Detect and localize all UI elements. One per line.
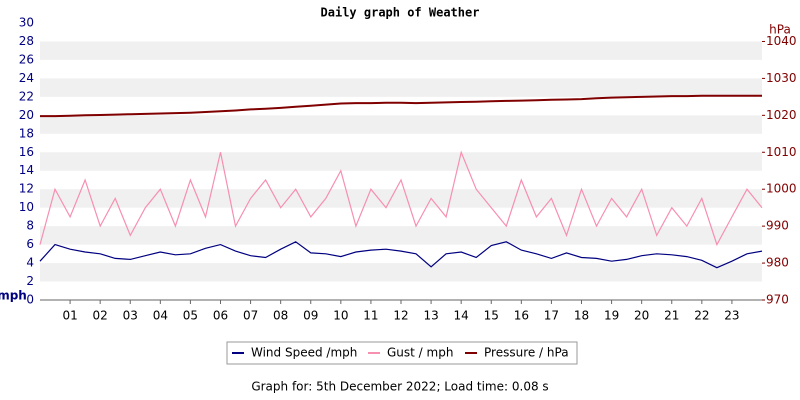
footer: Graph for: 5th December 2022; Load time:… (251, 380, 548, 394)
y-tick-label: 22 (19, 89, 34, 103)
x-tick-label: 23 (724, 309, 739, 323)
y-tick-label: 12 (19, 182, 34, 196)
x-tick-label: 20 (634, 309, 649, 323)
x-tick-label: 18 (574, 309, 589, 323)
legend-label: Wind Speed /mph (251, 346, 357, 360)
grid-band (40, 78, 762, 97)
x-tick-label: 16 (514, 309, 529, 323)
legend-label: Gust / mph (387, 346, 453, 360)
series-line (39, 150, 763, 247)
y2-tick-label: 1030 (766, 71, 797, 85)
y2-axis-label: hPa (769, 23, 791, 37)
chart-title: Daily graph of Weather (321, 6, 480, 20)
y-tick-label: 20 (19, 108, 34, 122)
y-tick-label: 30 (19, 16, 34, 30)
grid-band (40, 263, 762, 282)
y2-tick-label: 1020 (766, 108, 797, 122)
y2-tick-label: 1010 (766, 145, 797, 159)
x-tick-label: 02 (93, 309, 108, 323)
y-tick-label: 6 (26, 237, 34, 251)
legend-box (226, 341, 578, 365)
x-tick-label: 09 (303, 309, 318, 323)
x-tick-label: 06 (213, 309, 228, 323)
legend-label: Pressure / hPa (484, 346, 569, 360)
x-tick-label: 12 (393, 309, 408, 323)
x-tick-label: 08 (273, 309, 288, 323)
y-tick-label: 2 (26, 274, 34, 288)
x-tick-label: 10 (333, 309, 348, 323)
x-tick-label: 05 (183, 309, 198, 323)
x-tick-label: 22 (694, 309, 709, 323)
y-tick-label: 10 (19, 200, 34, 214)
y2-tick-label: 990 (766, 219, 789, 233)
series-line (40, 94, 762, 118)
y-tick-label: 0 (26, 293, 34, 307)
x-tick-label: 21 (664, 309, 679, 323)
y-tick-label: 26 (19, 52, 34, 66)
y2-tick-label: 980 (766, 256, 789, 270)
x-tick-label: 07 (243, 309, 258, 323)
y-tick-label: 24 (19, 71, 34, 85)
y-tick-label: 16 (19, 145, 34, 159)
x-tick-label: 03 (123, 309, 138, 323)
y-tick-label: 8 (26, 219, 34, 233)
x-tick-label: 11 (363, 309, 378, 323)
y-tick-label: 28 (19, 34, 34, 48)
y2-tick-label: 1040 (766, 34, 797, 48)
y-tick-label: 14 (19, 163, 34, 177)
grid-band (40, 189, 762, 208)
y-axis-label: mph (0, 289, 27, 303)
grid-band (40, 115, 762, 134)
x-tick-label: 04 (153, 309, 168, 323)
x-tick-label: 15 (484, 309, 499, 323)
grid-band (40, 41, 762, 60)
series-line (39, 241, 763, 269)
y-tick-label: 18 (19, 126, 34, 140)
x-tick-label: 19 (604, 309, 619, 323)
y2-tick-label: 1000 (766, 182, 797, 196)
x-tick-label: 14 (454, 309, 469, 323)
grid-band (40, 152, 762, 171)
y2-tick-label: 970 (766, 293, 789, 307)
x-tick-label: 13 (423, 309, 438, 323)
y-tick-label: 4 (26, 256, 34, 270)
grid-band (40, 226, 762, 245)
x-tick-label: 01 (62, 309, 77, 323)
x-tick-label: 17 (544, 309, 559, 323)
